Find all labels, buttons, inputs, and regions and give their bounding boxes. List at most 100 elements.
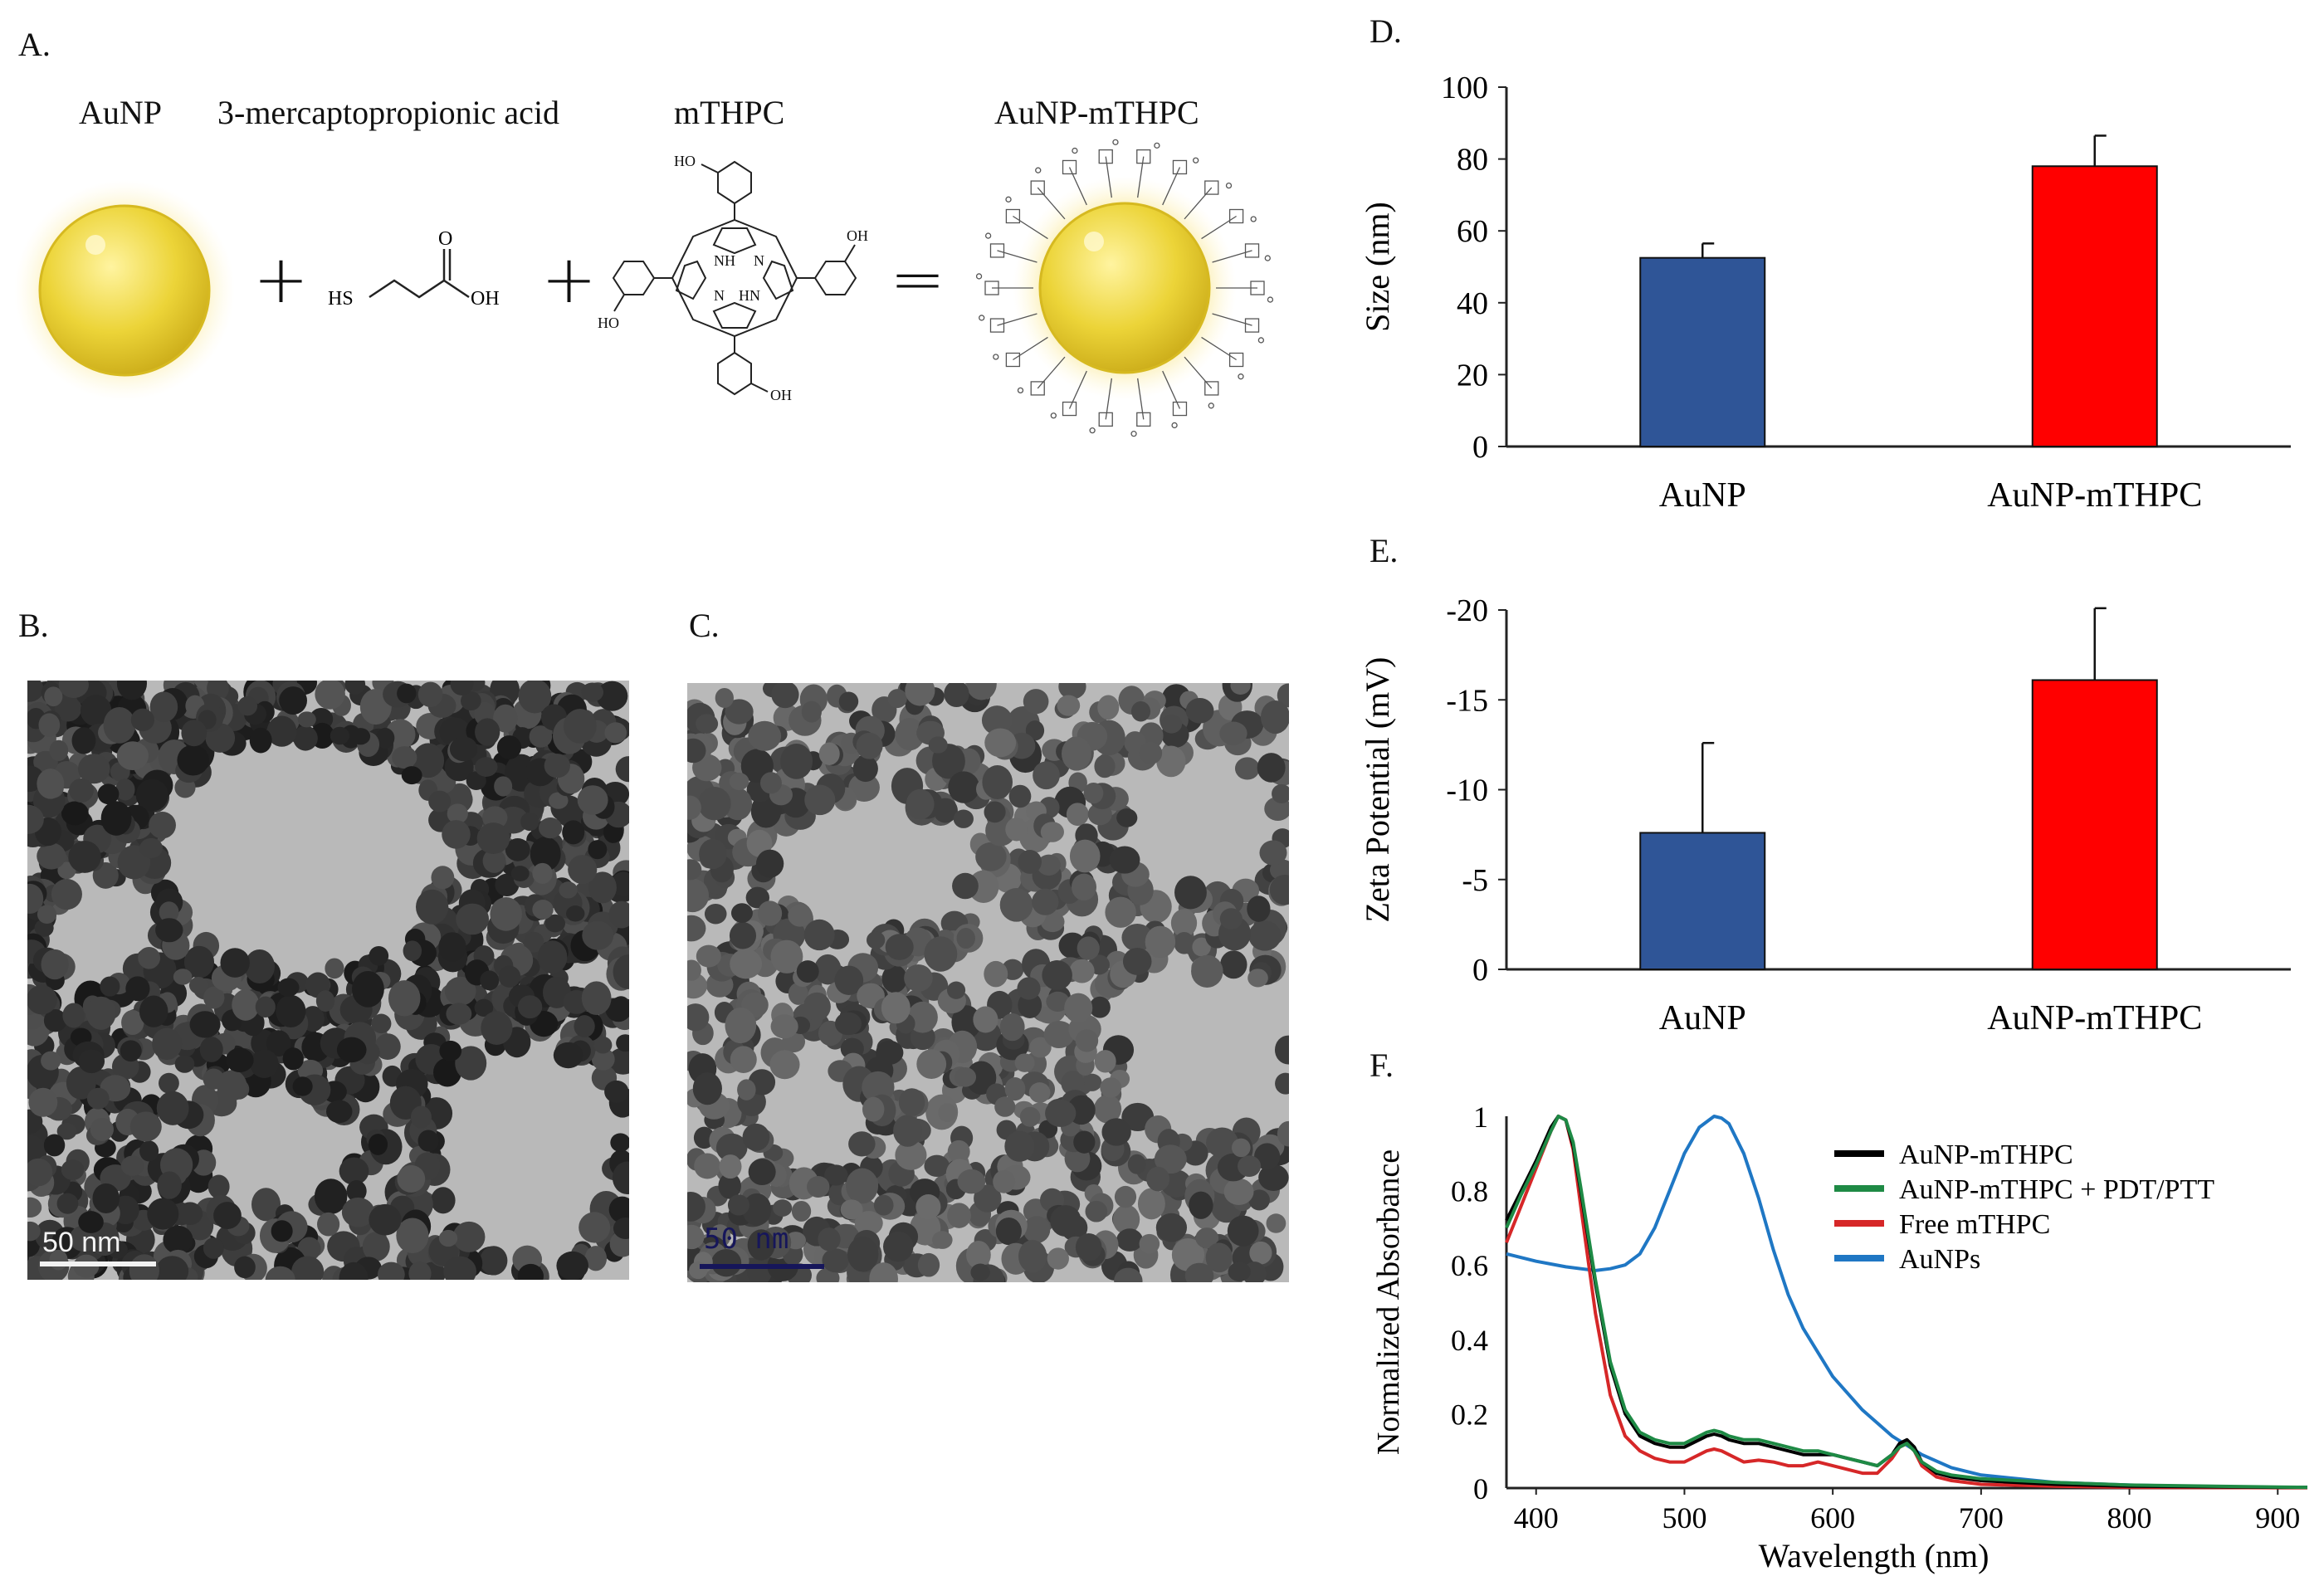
tem-particle [696, 944, 721, 968]
tem-particle [1154, 1144, 1187, 1174]
tem-particle [1185, 697, 1214, 724]
mthpc-structure-icon: HO OH HO OH NH N N HN [598, 153, 868, 403]
tem-particle [54, 695, 82, 722]
tem-particle [438, 1229, 458, 1247]
ligand-hydroxyl [1238, 373, 1244, 380]
tem-particle [27, 681, 44, 702]
tem-particle [157, 1171, 182, 1199]
tem-particle [135, 778, 168, 812]
tem-particle [730, 1046, 757, 1074]
tem-particle [529, 725, 553, 748]
tem-particle [771, 683, 799, 709]
tem-particle [237, 695, 258, 716]
ligand-porphyrin [1228, 352, 1244, 368]
tem-particle [1195, 1227, 1219, 1249]
tem-particle [351, 971, 384, 1008]
tem-particle [818, 742, 840, 765]
tem-particle [125, 976, 150, 1002]
tem-particle [208, 1174, 230, 1199]
tem-particle [715, 1133, 748, 1163]
tem-particle [129, 1254, 159, 1280]
tem-particle [748, 1159, 776, 1186]
bar [1639, 256, 1766, 447]
tem-particle [1050, 1205, 1081, 1237]
tem-particle [234, 1256, 256, 1279]
tem-particle [788, 904, 813, 927]
tem-particle [1275, 1072, 1289, 1095]
tem-particle [615, 756, 629, 783]
tem-particle [1220, 950, 1247, 979]
ligand-hydroxyl [1154, 142, 1160, 149]
tem-particle [344, 681, 366, 695]
tem-particle [566, 905, 585, 922]
tem-particle [596, 681, 628, 711]
tem-particle [266, 1030, 291, 1057]
tem-particle [687, 1003, 710, 1032]
panel-label-e: E. [1370, 532, 1399, 569]
tem-particle [1206, 1127, 1238, 1158]
tem-particle [727, 1194, 749, 1216]
tem-particle [116, 741, 149, 771]
tem-particle [834, 965, 864, 996]
tem-particle [34, 919, 54, 937]
ligand-hydroxyl [1250, 216, 1257, 222]
tem-particle [556, 1251, 589, 1280]
tem-particle [41, 949, 69, 980]
y-axis-title: Size (nm) [1359, 202, 1396, 332]
tem-particle [396, 1218, 429, 1254]
tem-particle [244, 949, 276, 984]
tem-particle [711, 1249, 742, 1277]
y-tick-label: 60 [1457, 214, 1488, 249]
tem-particle [725, 699, 754, 725]
tem-particle [1008, 784, 1032, 808]
tem-particle [1234, 757, 1260, 780]
tem-particle [138, 946, 161, 969]
tem-particle [895, 718, 925, 751]
tem-particle [928, 736, 948, 754]
y-tick-label: 0.2 [1451, 1398, 1488, 1431]
tem-particle [496, 735, 522, 759]
tem-particle [518, 681, 552, 714]
tem-particle [325, 958, 344, 979]
tem-particle [438, 932, 466, 962]
ligand-chain [1184, 356, 1213, 389]
tem-particle [452, 1221, 486, 1252]
tem-particle [577, 785, 608, 815]
scalebar-c-label: 50 nm [704, 1222, 789, 1256]
tem-particle [1057, 695, 1081, 716]
tem-particle [1272, 783, 1289, 804]
tem-particle [840, 1199, 863, 1220]
tem-particle [916, 1049, 947, 1080]
tem-particle [867, 931, 886, 949]
tem-particle [174, 1055, 195, 1073]
tem-particle [369, 945, 389, 966]
tem-particle [350, 728, 371, 745]
tem-particle [1029, 1037, 1052, 1058]
tem-particle [887, 689, 907, 709]
tem-particle [1114, 1185, 1137, 1208]
series-line [1505, 1115, 2307, 1490]
tem-particle [27, 1158, 53, 1187]
tem-particle [694, 1153, 721, 1179]
tem-particle [412, 743, 445, 778]
tem-particle [493, 704, 518, 733]
tem-particle [699, 838, 727, 870]
tem-particle [475, 718, 500, 746]
tem-particle [490, 897, 522, 931]
tem-particle [213, 1202, 242, 1229]
tem-particle [954, 1066, 977, 1087]
ligand-hydroxyl [1225, 182, 1233, 189]
tem-particle [563, 709, 597, 744]
ligand-porphyrin [1030, 381, 1045, 396]
legend-entry: Free mTHPC [1899, 1209, 2050, 1240]
tem-particle [442, 820, 471, 849]
tem-particle [1071, 873, 1097, 901]
tem-particle [1155, 1213, 1188, 1242]
mthpc-oh-right: OH [847, 227, 868, 244]
bar [1639, 832, 1766, 970]
ligand-chain [1037, 356, 1066, 389]
ligand-porphyrin [1250, 281, 1265, 295]
x-category-label: AuNP [1659, 999, 1746, 1037]
tem-particle [43, 1009, 67, 1032]
tem-particle [1042, 960, 1072, 990]
